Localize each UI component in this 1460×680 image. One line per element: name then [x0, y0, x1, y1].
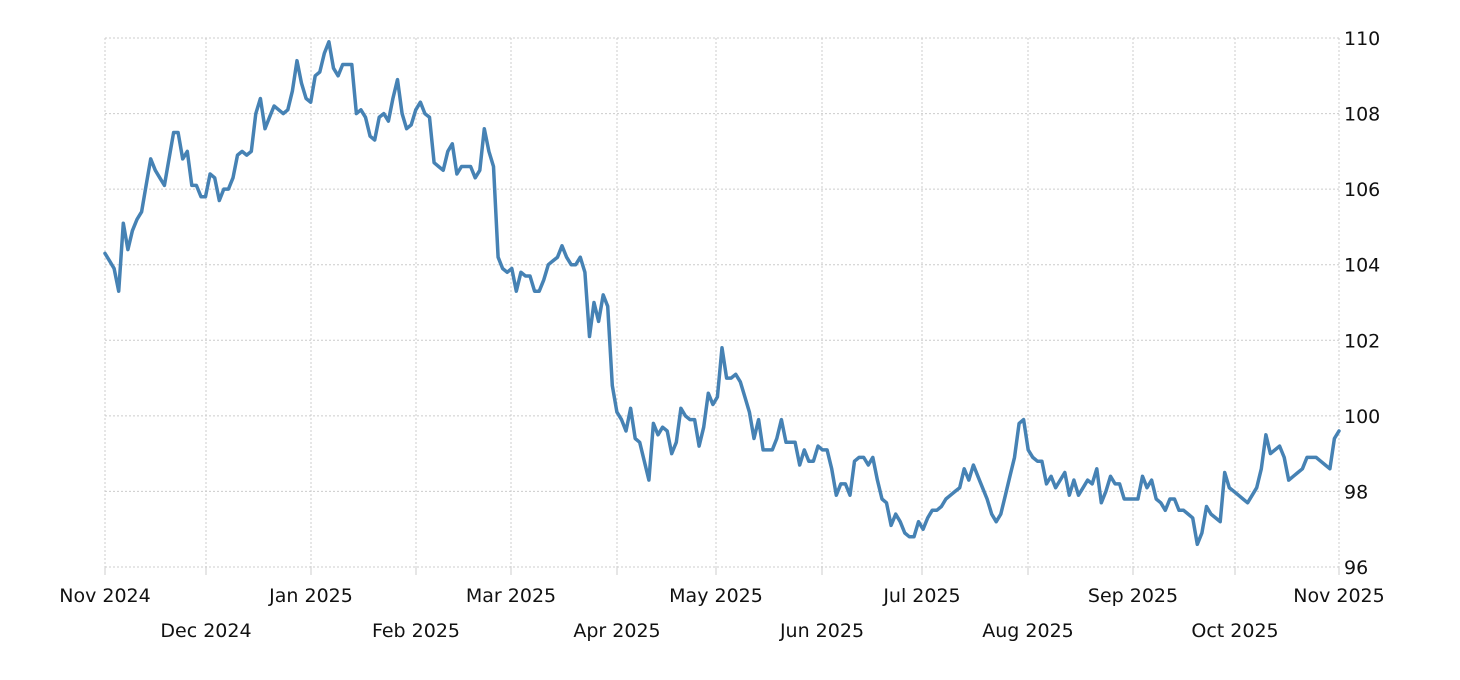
- x-tick-label: Apr 2025: [573, 620, 660, 642]
- y-tick-label: 104: [1344, 255, 1380, 277]
- x-tick-label: Aug 2025: [982, 620, 1074, 642]
- x-tick-label: Jan 2025: [268, 585, 353, 607]
- y-tick-label: 102: [1344, 330, 1380, 352]
- x-tick-label: Nov 2024: [59, 585, 150, 607]
- x-tick-label: Mar 2025: [466, 585, 556, 607]
- series-line: [103, 40, 1341, 547]
- y-tick-label: 100: [1344, 406, 1380, 428]
- y-tick-label: 98: [1344, 481, 1368, 503]
- y-tick-label: 106: [1344, 179, 1380, 201]
- vertical-gridlines: [104, 38, 1340, 567]
- y-tick-label: 108: [1344, 104, 1380, 126]
- y-axis-labels: 110 108 106 104 102 100 98 96: [1344, 28, 1380, 579]
- x-tick-label: May 2025: [669, 585, 763, 607]
- y-tick-label: 110: [1344, 28, 1380, 50]
- x-tick-label: Sep 2025: [1088, 585, 1178, 607]
- x-tick-label: Feb 2025: [372, 620, 460, 642]
- x-tick-label: Oct 2025: [1191, 620, 1278, 642]
- x-axis-labels: Nov 2024 Jan 2025 Mar 2025 May 2025 Jul 2025…: [59, 585, 1384, 642]
- y-tick-label: 96: [1344, 557, 1368, 579]
- x-tick-label: Jun 2025: [779, 620, 864, 642]
- x-tick-label: Jul 2025: [882, 585, 960, 607]
- x-axis-ticks: [104, 567, 1340, 575]
- x-tick-label: Dec 2024: [160, 620, 251, 642]
- x-tick-label: Nov 2025: [1293, 585, 1384, 607]
